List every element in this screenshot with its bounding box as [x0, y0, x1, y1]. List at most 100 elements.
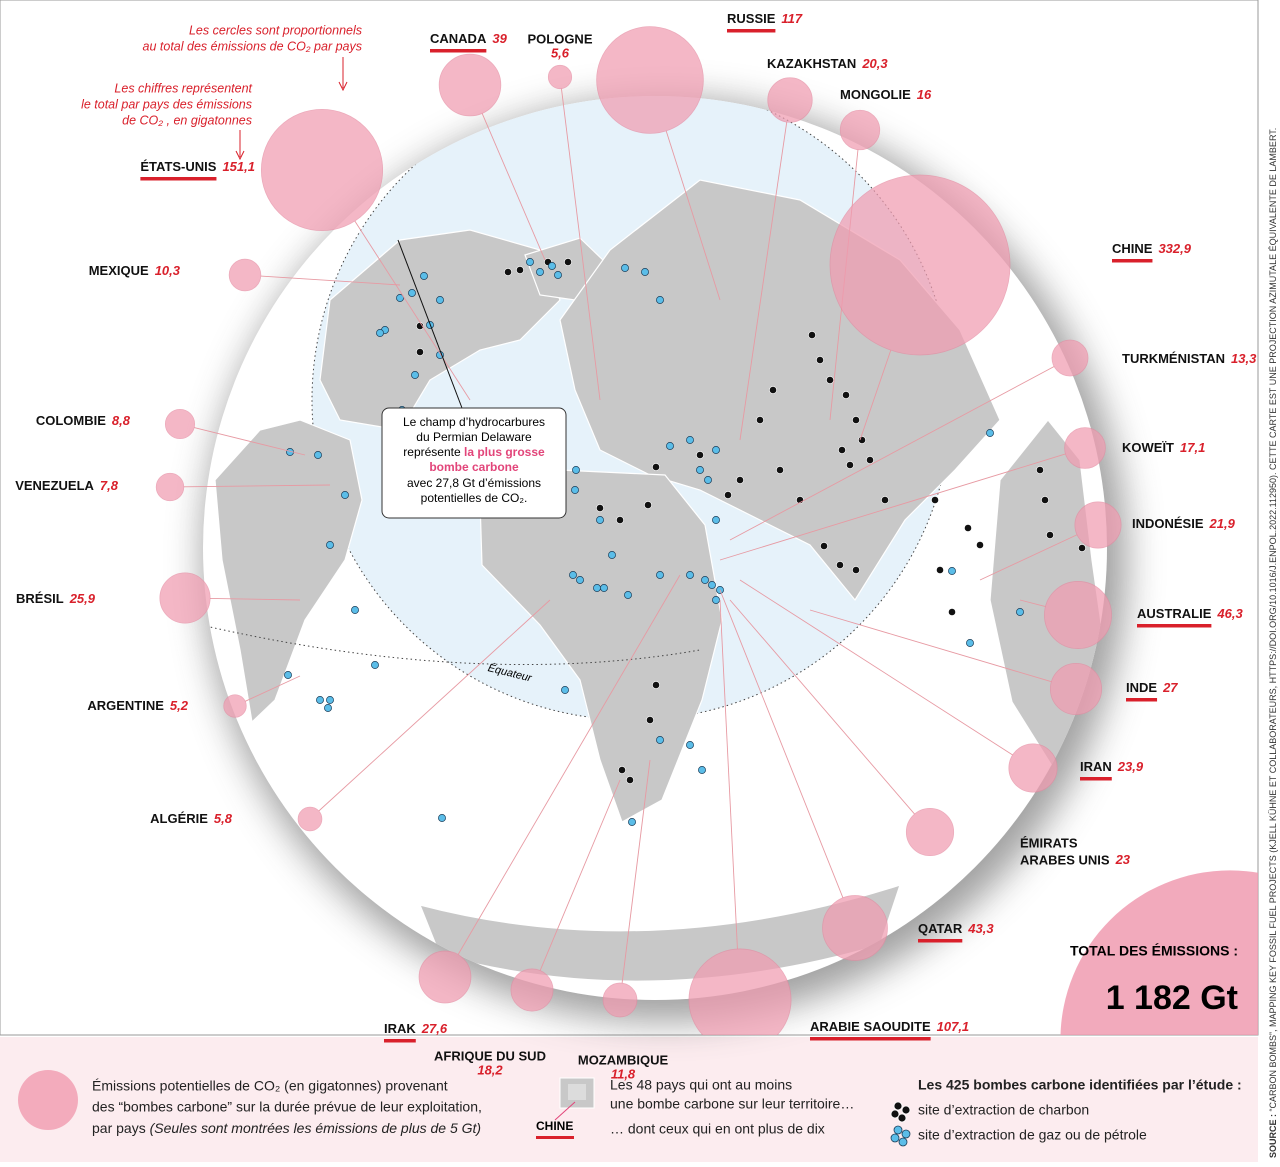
coal-site — [931, 496, 939, 504]
country-label: TURKMÉNISTAN 13,3 — [1122, 351, 1257, 366]
country-name: KOWEÏT — [1122, 440, 1174, 455]
emission-value: 23 — [1115, 852, 1131, 867]
coal-site — [652, 681, 660, 689]
country-label: MONGOLIE 16 — [840, 87, 932, 102]
country-label: INDE 27 — [1126, 680, 1178, 695]
coal-site — [808, 331, 816, 339]
emission-circle — [510, 968, 554, 1012]
africa — [479, 469, 723, 823]
gas-site — [600, 584, 608, 592]
emission-value: 25,9 — [69, 591, 96, 606]
coal-site — [866, 456, 874, 464]
coal-site — [852, 566, 860, 574]
leader-line — [245, 675, 301, 702]
emission-value: 18,2 — [477, 1062, 503, 1077]
legend-text: Émissions potentielles de CO₂ (en gigato… — [92, 1078, 448, 1094]
gas-site — [408, 289, 416, 297]
emission-circle — [1044, 581, 1112, 649]
coal-icon — [890, 1101, 911, 1123]
country-name: AFRIQUE DU SUD — [434, 1048, 546, 1063]
emission-circle — [1064, 427, 1106, 469]
coal-site — [756, 416, 764, 424]
gas-site — [554, 271, 562, 279]
legend-text: par pays — [92, 1120, 150, 1136]
emission-value: 16 — [917, 87, 932, 102]
emission-value: 21,9 — [1209, 516, 1236, 531]
gas-site — [986, 429, 994, 437]
emission-value: 20,3 — [861, 56, 888, 71]
gas-site — [572, 466, 580, 474]
gas-site — [351, 606, 359, 614]
emission-circle — [688, 948, 792, 1035]
country-label: VENEZUELA 7,8 — [15, 478, 119, 493]
leader-line — [457, 574, 681, 955]
equator-line — [203, 619, 701, 666]
country-label: MEXIQUE 10,3 — [89, 263, 181, 278]
coal-site — [616, 516, 624, 524]
coal-site — [596, 504, 604, 512]
callout-box — [381, 407, 567, 519]
country-name: ÉMIRATS — [1020, 835, 1078, 850]
emission-circle — [228, 258, 262, 292]
coal-site — [1078, 544, 1086, 552]
country-name: ARABES UNIS 23 — [1020, 852, 1131, 867]
gas-site — [411, 371, 419, 379]
emission-value: 5,2 — [170, 698, 189, 713]
coal-site — [618, 766, 626, 774]
gas-site — [712, 516, 720, 524]
total-label: TOTAL DES ÉMISSIONS : — [1070, 943, 1238, 959]
emission-circle — [418, 950, 472, 1004]
gas-site — [641, 268, 649, 276]
coal-site — [881, 496, 889, 504]
coal-site — [1036, 466, 1044, 474]
gas-site — [608, 551, 616, 559]
gas-site — [666, 442, 674, 450]
emission-value: 39 — [492, 31, 507, 46]
south-america — [214, 419, 363, 724]
source: SOURCE : “CARBON BOMBS”, MAPPING KEY FOS… — [1268, 128, 1278, 1158]
gas-site — [712, 446, 720, 454]
country-label: IRAN 23,9 — [1080, 759, 1144, 774]
country-name: ALGÉRIE — [150, 811, 208, 826]
coal-site — [644, 501, 652, 509]
callout-line — [397, 239, 463, 409]
country-label: ARABIE SAOUDITE 107,1 — [810, 1019, 969, 1034]
country-label: ALGÉRIE 5,8 — [150, 811, 233, 826]
country-label: AUSTRALIE 46,3 — [1137, 606, 1243, 621]
coal-site — [826, 376, 834, 384]
source-text: “CARBON BOMBS”, MAPPING KEY FOSSIL FUEL … — [1268, 128, 1278, 1114]
gas-site — [656, 296, 664, 304]
leader-line — [739, 579, 1013, 756]
country-name: ÉTATS-UNIS — [140, 159, 216, 174]
coal-site — [838, 446, 846, 454]
gas-site — [548, 262, 556, 270]
emission-value: 27 — [1162, 680, 1178, 695]
note: de CO₂ , en gigatonnes — [122, 113, 252, 127]
country-label: ÉTATS-UNIS 151,1 — [140, 159, 255, 174]
gas-site — [396, 294, 404, 302]
country-name: TURKMÉNISTAN — [1122, 351, 1225, 366]
callout-highlight: la plus grosse — [464, 445, 545, 459]
total-value: 1 182 Gt — [1106, 979, 1238, 1017]
antarctica — [419, 884, 901, 982]
bombs-underline — [1137, 624, 1212, 628]
country-label: CANADA 39 — [430, 31, 508, 46]
emission-circle — [829, 174, 1011, 356]
emission-circle — [1049, 662, 1103, 716]
coal-site — [816, 356, 824, 364]
country-name: INDONÉSIE — [1132, 516, 1204, 531]
country-name: VENEZUELA — [15, 478, 94, 493]
legend-text: par pays (Seules sont montrées les émiss… — [92, 1120, 481, 1136]
legend-text: Les 48 pays qui ont au moins — [610, 1077, 792, 1093]
leader-line — [729, 366, 1055, 541]
country-name: IRAK — [384, 1021, 416, 1036]
gas-site — [284, 671, 292, 679]
notes: Les cercles sont proportionnels au total… — [81, 23, 362, 161]
country-label: KOWEÏT 17,1 — [1122, 440, 1205, 455]
gas-site — [371, 661, 379, 669]
callout-highlight: bombe carbone — [429, 460, 519, 474]
gas-site — [698, 766, 706, 774]
gas-site — [1016, 608, 1024, 616]
emission-value: 5,6 — [551, 45, 570, 60]
